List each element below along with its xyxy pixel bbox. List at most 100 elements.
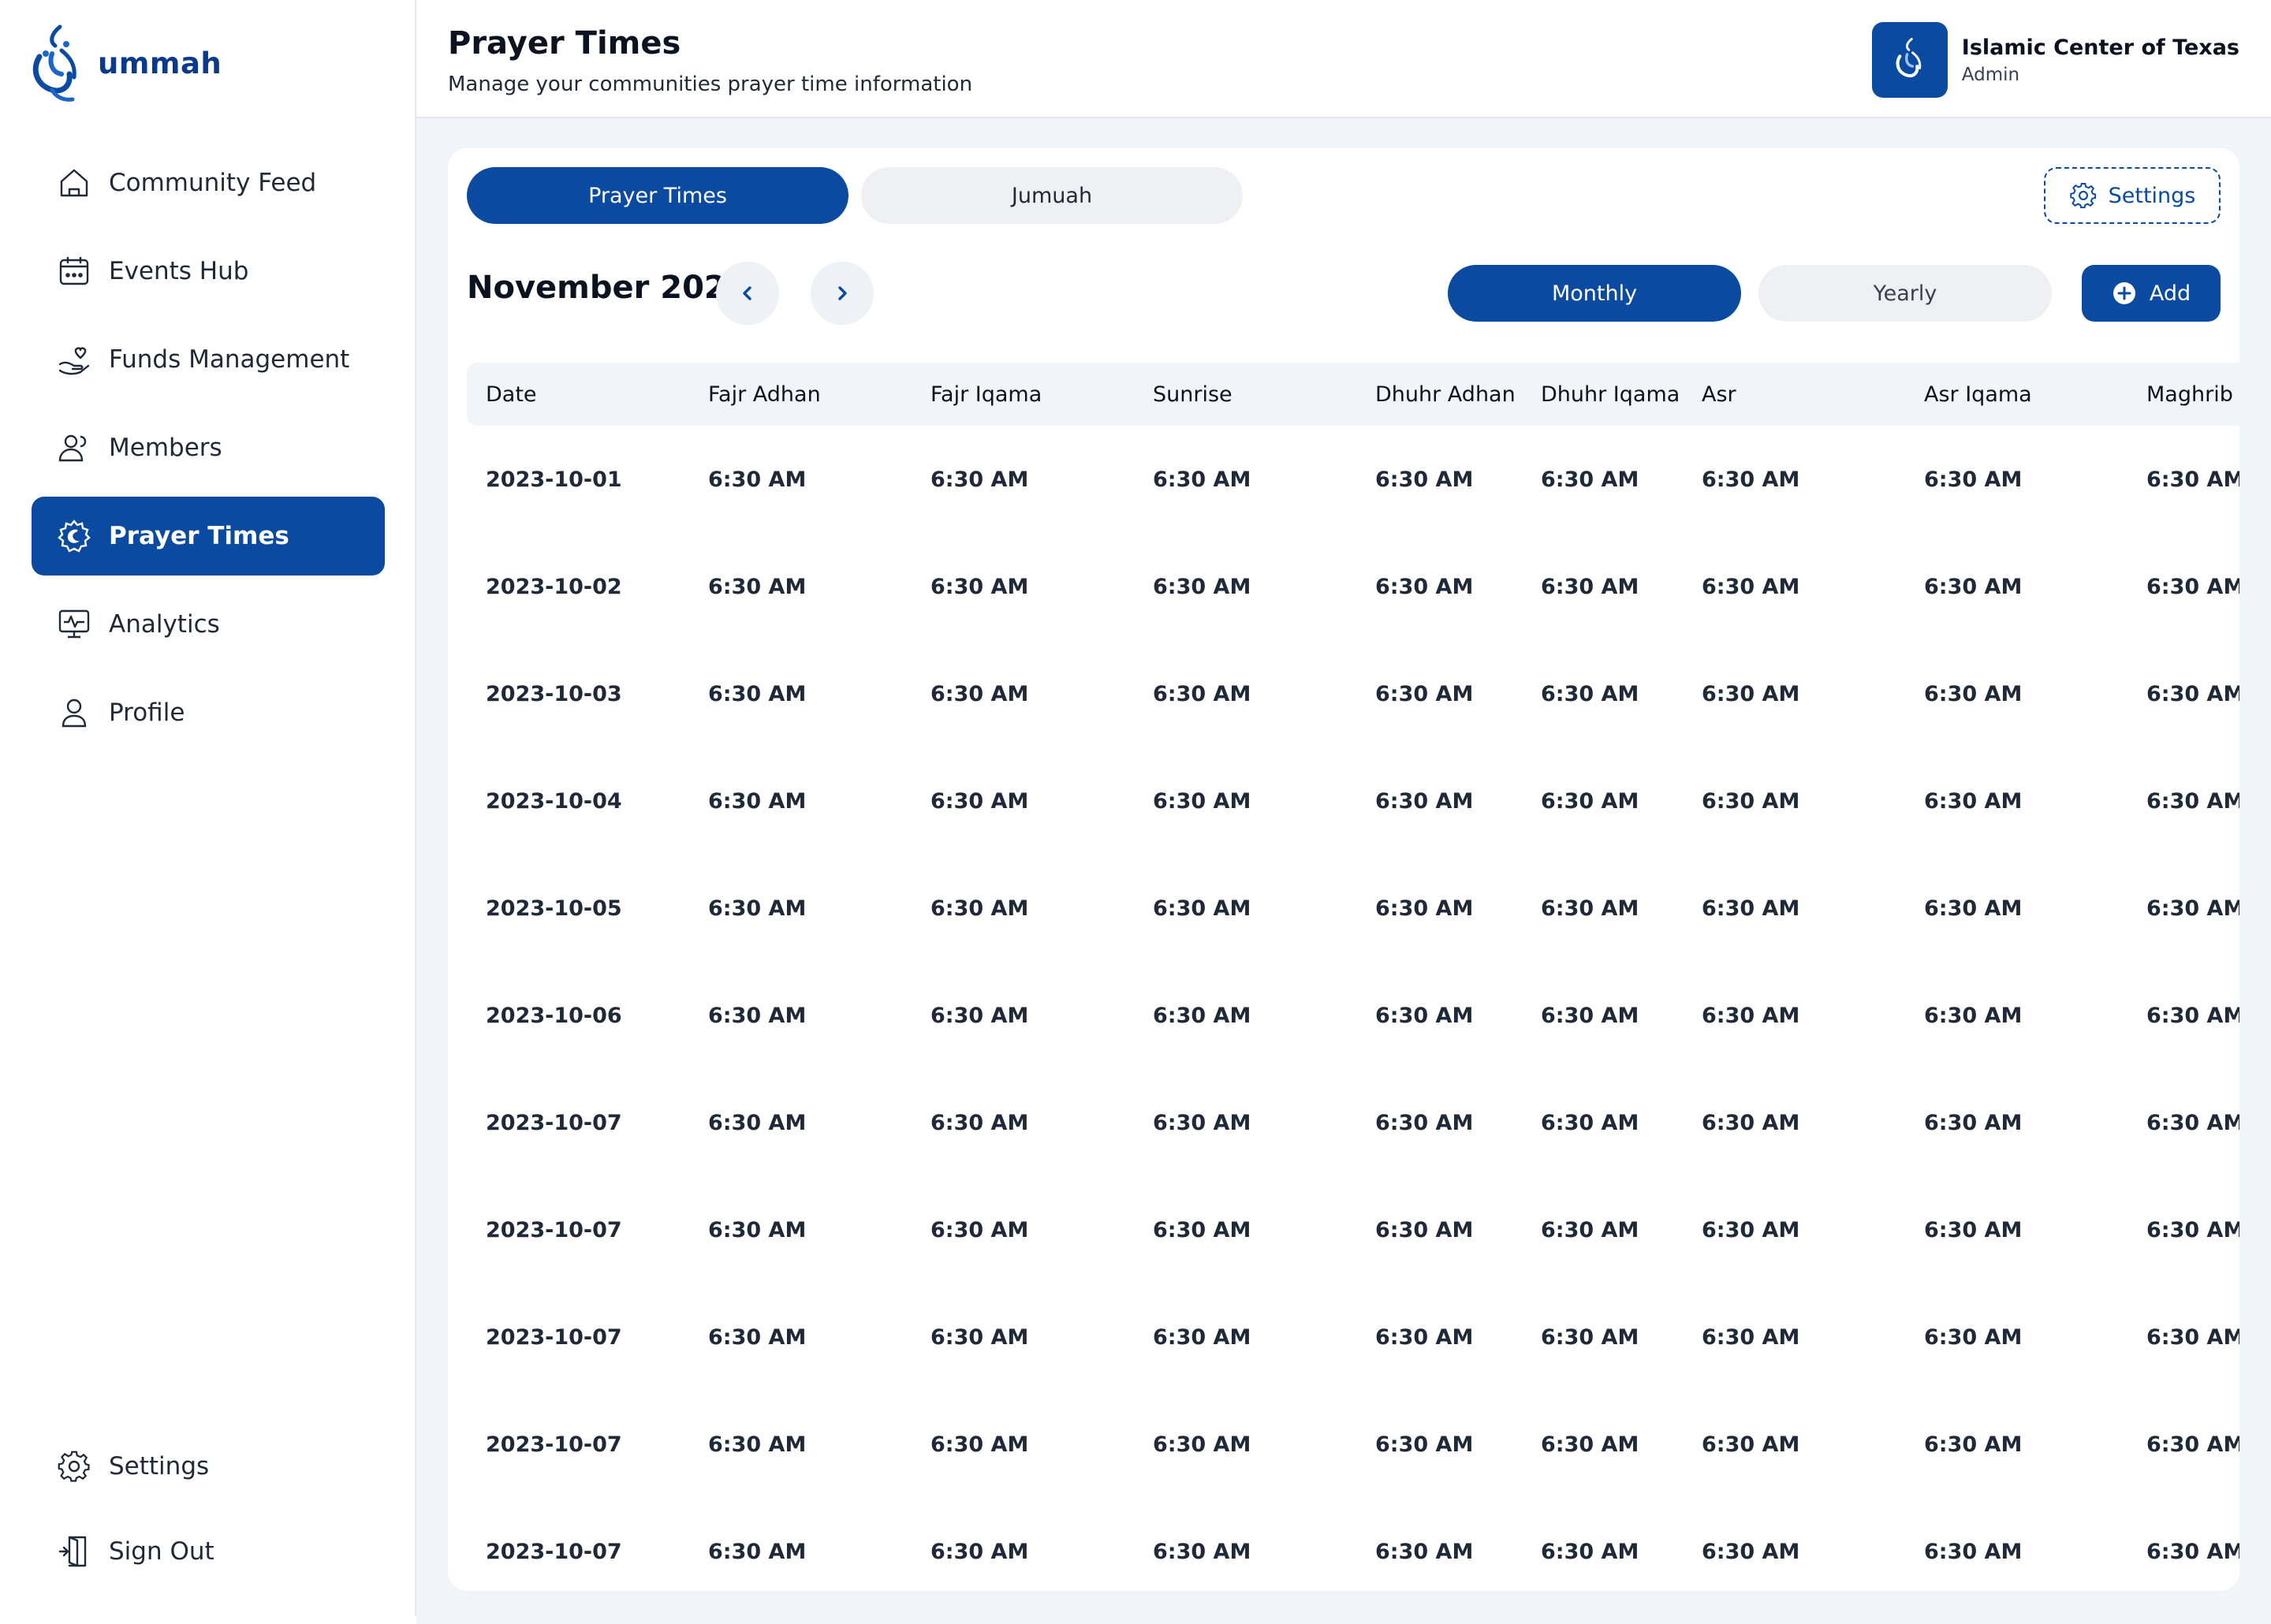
table-row[interactable]: 2023-10-05 6:30 AM 6:30 AM 6:30 AM 6:30 AM 6:… [467,855,2239,962]
table-row[interactable]: 2023-10-07 6:30 AM 6:30 AM 6:30 AM 6:30 AM 6:… [467,1069,2239,1176]
time-cell: 6:30 AM [1541,1003,1639,1028]
date-cell: 2023-10-04 [486,788,622,814]
time-cell: 6:30 AM [1375,681,1474,706]
org-profile[interactable]: Islamic Center of Texas Admin [1871,22,2239,98]
view-yearly-button[interactable]: Yearly [1758,265,2052,322]
chevron-left-icon [743,286,751,300]
sidebar-item-community-feed[interactable]: Community Feed [32,143,385,222]
brand-logo[interactable]: ummah [28,22,222,104]
org-avatar [1871,22,1948,98]
tab-jumuah[interactable]: Jumuah [861,167,1243,224]
sidebar-item-sign-out[interactable]: Sign Out [32,1512,385,1591]
table-row[interactable]: 2023-10-07 6:30 AM 6:30 AM 6:30 AM 6:30 AM 6:… [467,1176,2239,1283]
time-cell: 6:30 AM [1375,1003,1474,1028]
month-label: November 2025 [467,270,748,306]
time-cell: 6:30 AM [708,1324,807,1350]
time-cell: 6:30 AM [708,896,807,921]
user-icon [62,698,87,728]
time-cell: 6:30 AM [2146,467,2239,492]
time-cell: 6:30 AM [708,1539,807,1564]
table-header-cell: Asr Iqama [1905,363,2127,426]
table-body: 2023-10-01 6:30 AM 6:30 AM 6:30 AM 6:30 AM 6:… [467,426,2239,1591]
time-cell: 6:30 AM [2146,788,2239,814]
time-cell: 6:30 AM [1924,467,2023,492]
table-header-cell: Maghrib [2127,363,2239,426]
time-cell: 6:30 AM [2146,1110,2239,1135]
table-row[interactable]: 2023-10-04 6:30 AM 6:30 AM 6:30 AM 6:30 AM 6:… [467,747,2239,855]
prev-month-button[interactable] [716,262,779,325]
sidebar-item-prayer-times[interactable]: Prayer Times [32,497,385,575]
time-cell: 6:30 AM [1541,467,1639,492]
date-cell: 2023-10-03 [486,681,622,706]
date-cell: 2023-10-01 [486,467,622,492]
sidebar-item-members[interactable]: Members [32,408,385,487]
time-cell: 6:30 AM [1375,1539,1474,1564]
sidebar-item-funds-management[interactable]: Funds Management [32,320,385,399]
sidebar-item-profile[interactable]: Profile [32,673,385,752]
time-cell: 6:30 AM [930,467,1029,492]
add-button[interactable]: Add [2082,265,2221,322]
time-cell: 6:30 AM [1153,681,1251,706]
table-header: Date Fajr Adhan Fajr Iqama Sunrise Dhuhr Adh… [467,363,2239,426]
time-cell: 6:30 AM [2146,896,2239,921]
time-cell: 6:30 AM [930,574,1029,599]
sidebar-item-label: Prayer Times [109,522,289,550]
table-header-cell: Dhuhr Adhan [1356,363,1522,426]
time-cell: 6:30 AM [708,467,807,492]
table-row[interactable]: 2023-10-07 6:30 AM 6:30 AM 6:30 AM 6:30 AM 6:… [467,1498,2239,1591]
date-cell: 2023-10-06 [486,1003,622,1028]
time-cell: 6:30 AM [930,1110,1029,1135]
table-row[interactable]: 2023-10-01 6:30 AM 6:30 AM 6:30 AM 6:30 AM 6:… [467,426,2239,533]
time-cell: 6:30 AM [1153,1539,1251,1564]
time-cell: 6:30 AM [1541,1432,1639,1457]
table-row[interactable]: 2023-10-02 6:30 AM 6:30 AM 6:30 AM 6:30 AM 6:… [467,533,2239,640]
time-cell: 6:30 AM [2146,1324,2239,1350]
sidebar-item-analytics[interactable]: Analytics [32,585,385,664]
time-cell: 6:30 AM [1375,574,1474,599]
table-header-row: Date Fajr Adhan Fajr Iqama Sunrise Dhuhr Adh… [467,363,2239,426]
prayer-table: Date Fajr Adhan Fajr Iqama Sunrise Dhuhr Adh… [467,363,2239,1591]
table-header-cell: Fajr Adhan [689,363,912,426]
settings-button[interactable]: Settings [2044,167,2221,224]
org-role: Admin [1961,64,2020,85]
time-cell: 6:30 AM [1541,1217,1639,1242]
time-cell: 6:30 AM [1702,1110,1800,1135]
time-cell: 6:30 AM [1924,896,2023,921]
time-cell: 6:30 AM [930,1432,1029,1457]
time-cell: 6:30 AM [1541,681,1639,706]
home-icon [60,169,88,197]
monitor-pulse-icon [58,609,90,639]
sidebar-item-label: Analytics [109,610,220,639]
time-cell: 6:30 AM [1541,896,1639,921]
sidebar-item-events-hub[interactable]: Events Hub [32,232,385,311]
time-cell: 6:30 AM [1702,896,1800,921]
org-info: Islamic Center of Texas Admin [1962,35,2239,85]
page-title: Prayer Times [448,25,681,61]
date-cell: 2023-10-07 [486,1110,622,1135]
tab-prayer-times[interactable]: Prayer Times [467,167,848,224]
time-cell: 6:30 AM [1375,1324,1474,1350]
table-header-cell: Sunrise [1134,363,1356,426]
main-content: Prayer Times Manage your communities pra… [416,0,2271,1624]
prayer-times-card: Prayer Times Jumuah Settings November 20… [448,148,2239,1591]
time-cell: 6:30 AM [1153,467,1251,492]
table-row[interactable]: 2023-10-03 6:30 AM 6:30 AM 6:30 AM 6:30 AM 6:… [467,640,2239,747]
time-cell: 6:30 AM [708,1110,807,1135]
time-cell: 6:30 AM [1702,788,1800,814]
time-cell: 6:30 AM [708,1003,807,1028]
table-row[interactable]: 2023-10-07 6:30 AM 6:30 AM 6:30 AM 6:30 AM 6:… [467,1283,2239,1391]
date-cell: 2023-10-05 [486,896,622,921]
table-row[interactable]: 2023-10-07 6:30 AM 6:30 AM 6:30 AM 6:30 AM 6:… [467,1391,2239,1498]
sidebar-item-label: Settings [109,1452,210,1481]
view-monthly-button[interactable]: Monthly [1448,265,1741,322]
time-cell: 6:30 AM [1702,1432,1800,1457]
sidebar-item-label: Sign Out [109,1537,214,1566]
time-cell: 6:30 AM [1702,467,1800,492]
table-row[interactable]: 2023-10-06 6:30 AM 6:30 AM 6:30 AM 6:30 AM 6:… [467,962,2239,1069]
time-cell: 6:30 AM [1924,1539,2023,1564]
time-cell: 6:30 AM [1924,1217,2023,1242]
next-month-button[interactable] [811,262,874,325]
sidebar-item-settings[interactable]: Settings [32,1427,385,1506]
time-cell: 6:30 AM [1702,1217,1800,1242]
